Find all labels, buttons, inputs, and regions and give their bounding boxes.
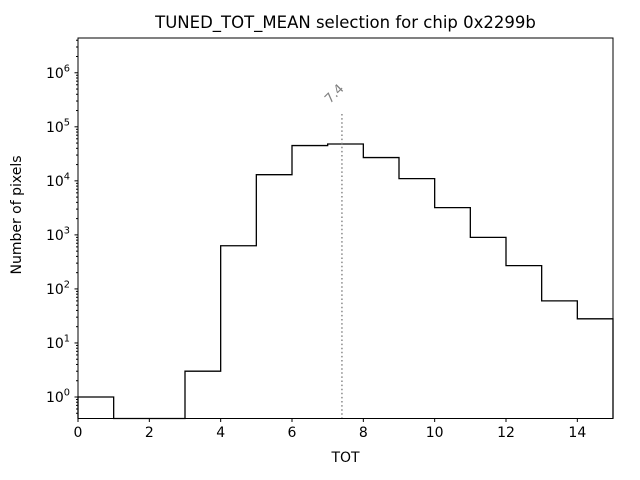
chart-title: TUNED_TOT_MEAN selection for chip 0x2299…	[154, 13, 536, 33]
x-tick-label: 12	[497, 425, 515, 441]
x-tick-label: 14	[568, 425, 586, 441]
histogram-step-line	[77, 143, 614, 420]
x-tick-label: 4	[216, 425, 225, 441]
y-axis-label: Number of pixels	[9, 155, 25, 274]
y-tick-label: 100	[46, 387, 70, 406]
x-tick-label: 2	[145, 425, 154, 441]
x-tick-label: 0	[74, 425, 83, 441]
histogram-series	[77, 143, 614, 420]
x-axis-label: TOT	[330, 450, 360, 466]
y-tick-label: 101	[46, 333, 70, 352]
x-tick-label: 6	[288, 425, 297, 441]
y-tick-label: 105	[46, 117, 70, 136]
plot-spines	[77, 37, 614, 419]
y-tick-label: 106	[46, 63, 70, 82]
y-tick-label: 103	[46, 225, 70, 244]
vline-label: 7.4	[322, 82, 347, 107]
y-tick-label: 102	[46, 279, 70, 298]
x-tick-label: 10	[426, 425, 444, 441]
y-tick-label: 104	[46, 171, 70, 190]
x-tick-label: 8	[359, 425, 368, 441]
